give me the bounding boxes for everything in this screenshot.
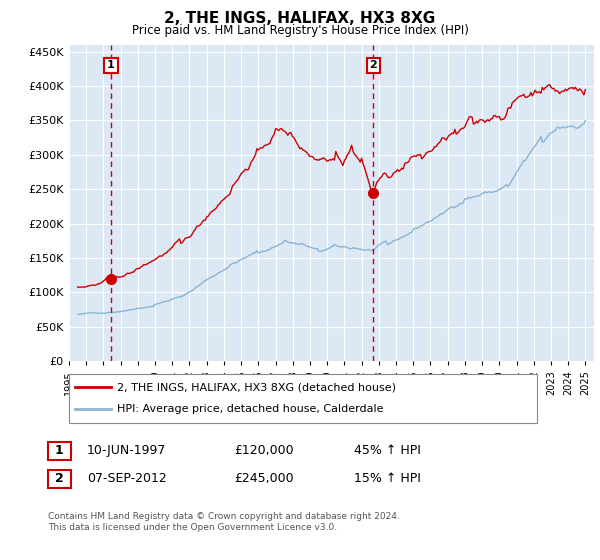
Text: 10-JUN-1997: 10-JUN-1997	[87, 444, 166, 458]
Text: 1: 1	[107, 60, 115, 71]
Text: 2, THE INGS, HALIFAX, HX3 8XG: 2, THE INGS, HALIFAX, HX3 8XG	[164, 11, 436, 26]
Text: £245,000: £245,000	[234, 472, 293, 486]
Text: 15% ↑ HPI: 15% ↑ HPI	[354, 472, 421, 486]
Text: Price paid vs. HM Land Registry's House Price Index (HPI): Price paid vs. HM Land Registry's House …	[131, 24, 469, 36]
Text: £120,000: £120,000	[234, 444, 293, 458]
Text: 2, THE INGS, HALIFAX, HX3 8XG (detached house): 2, THE INGS, HALIFAX, HX3 8XG (detached …	[117, 382, 396, 393]
Text: Contains HM Land Registry data © Crown copyright and database right 2024.
This d: Contains HM Land Registry data © Crown c…	[48, 512, 400, 532]
Text: 2: 2	[55, 472, 64, 486]
Text: 45% ↑ HPI: 45% ↑ HPI	[354, 444, 421, 458]
Text: 1: 1	[55, 444, 64, 458]
Text: 2: 2	[369, 60, 377, 71]
Text: 07-SEP-2012: 07-SEP-2012	[87, 472, 167, 486]
Text: HPI: Average price, detached house, Calderdale: HPI: Average price, detached house, Cald…	[117, 404, 383, 414]
